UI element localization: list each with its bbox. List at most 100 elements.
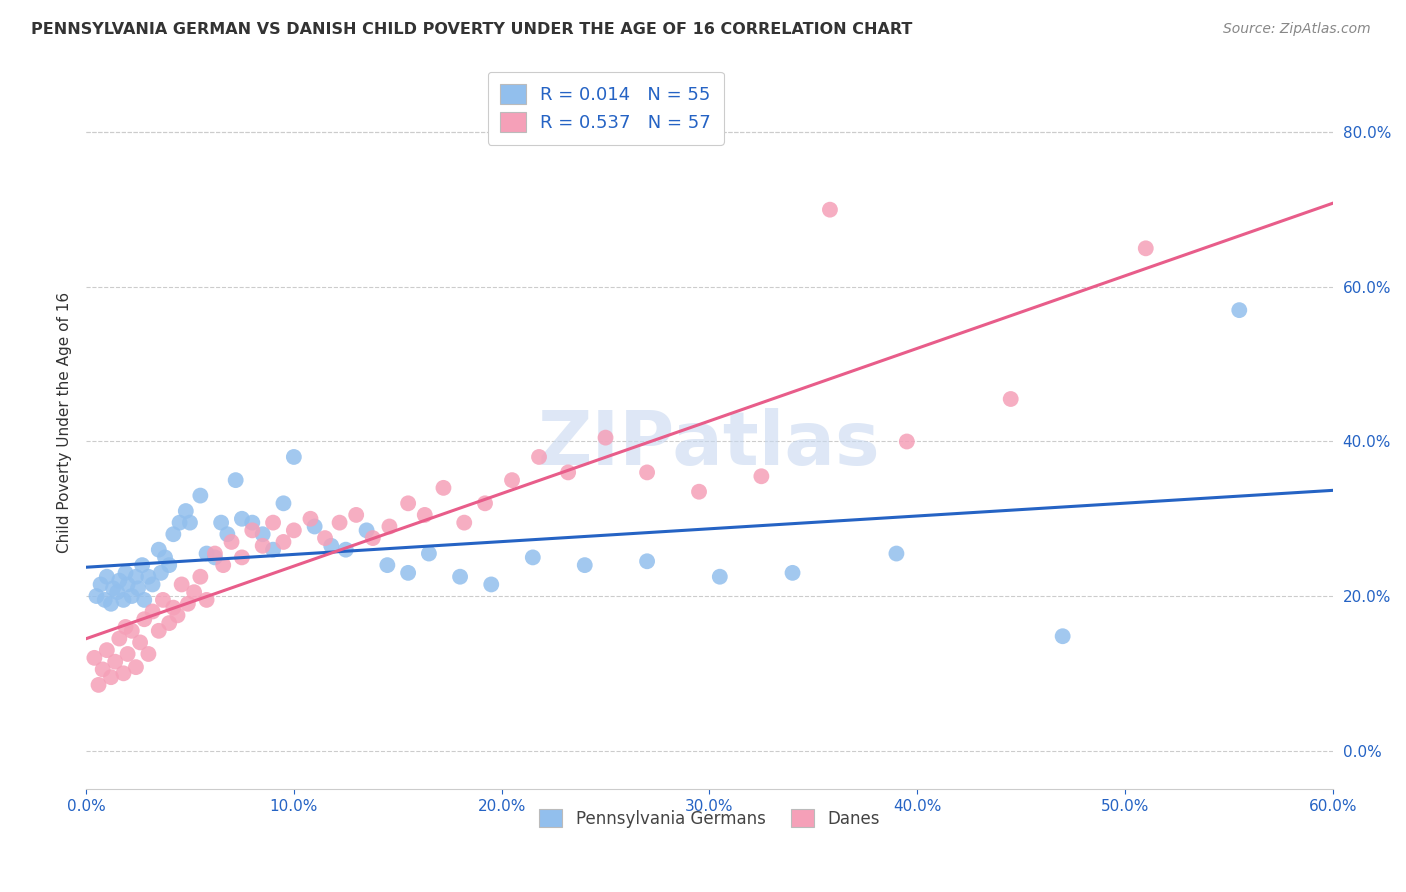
Point	[636, 466, 658, 480]
Point	[148, 542, 170, 557]
Point	[166, 608, 188, 623]
Point	[818, 202, 841, 217]
Point	[87, 678, 110, 692]
Point	[209, 516, 232, 530]
Point	[112, 666, 135, 681]
Point	[114, 566, 136, 580]
Point	[121, 589, 143, 603]
Point	[117, 577, 139, 591]
Point	[217, 527, 239, 541]
Point	[153, 550, 176, 565]
Point	[283, 524, 305, 538]
Point	[344, 508, 367, 522]
Point	[117, 647, 139, 661]
Point	[138, 647, 160, 661]
Text: Source: ZipAtlas.com: Source: ZipAtlas.com	[1223, 22, 1371, 37]
Point	[378, 519, 401, 533]
Point	[221, 535, 243, 549]
Point	[418, 547, 440, 561]
Point	[329, 516, 352, 530]
Point	[522, 550, 544, 565]
Point	[1052, 629, 1074, 643]
Point	[177, 597, 200, 611]
Point	[304, 519, 326, 533]
Point	[240, 516, 263, 530]
Point	[252, 527, 274, 541]
Point	[96, 643, 118, 657]
Point	[105, 585, 128, 599]
Point	[91, 663, 114, 677]
Point	[273, 496, 295, 510]
Point	[195, 593, 218, 607]
Point	[108, 632, 131, 646]
Point	[314, 531, 336, 545]
Text: PENNSYLVANIA GERMAN VS DANISH CHILD POVERTY UNDER THE AGE OF 16 CORRELATION CHAR: PENNSYLVANIA GERMAN VS DANISH CHILD POVE…	[31, 22, 912, 37]
Point	[134, 612, 156, 626]
Point	[449, 570, 471, 584]
Point	[104, 655, 127, 669]
Legend: Pennsylvania Germans, Danes: Pennsylvania Germans, Danes	[530, 801, 889, 836]
Point	[188, 570, 211, 584]
Point	[453, 516, 475, 530]
Point	[225, 473, 247, 487]
Point	[396, 496, 419, 510]
Point	[148, 624, 170, 638]
Point	[204, 550, 226, 565]
Point	[162, 527, 184, 541]
Point	[131, 558, 153, 573]
Text: ZIPatlas: ZIPatlas	[538, 408, 880, 481]
Point	[162, 600, 184, 615]
Point	[152, 593, 174, 607]
Point	[179, 516, 201, 530]
Point	[174, 504, 197, 518]
Point	[138, 570, 160, 584]
Point	[262, 516, 284, 530]
Point	[86, 589, 108, 603]
Point	[413, 508, 436, 522]
Point	[94, 593, 117, 607]
Point	[299, 512, 322, 526]
Point	[142, 605, 165, 619]
Point	[112, 593, 135, 607]
Point	[129, 635, 152, 649]
Point	[149, 566, 172, 580]
Point	[183, 585, 205, 599]
Point	[886, 547, 908, 561]
Point	[1135, 241, 1157, 255]
Point	[751, 469, 773, 483]
Point	[396, 566, 419, 580]
Point	[127, 582, 149, 596]
Point	[1000, 392, 1022, 406]
Point	[114, 620, 136, 634]
Point	[142, 577, 165, 591]
Y-axis label: Child Poverty Under the Age of 16: Child Poverty Under the Age of 16	[58, 292, 72, 553]
Point	[432, 481, 454, 495]
Point	[100, 597, 122, 611]
Point	[100, 670, 122, 684]
Point	[125, 660, 148, 674]
Point	[83, 651, 105, 665]
Point	[134, 593, 156, 607]
Point	[240, 524, 263, 538]
Point	[479, 577, 502, 591]
Point	[157, 558, 180, 573]
Point	[101, 582, 124, 596]
Point	[474, 496, 496, 510]
Point	[782, 566, 804, 580]
Point	[636, 554, 658, 568]
Point	[527, 450, 550, 464]
Point	[283, 450, 305, 464]
Point	[262, 542, 284, 557]
Point	[96, 570, 118, 584]
Point	[204, 547, 226, 561]
Point	[157, 616, 180, 631]
Point	[688, 484, 710, 499]
Point	[231, 512, 253, 526]
Point	[377, 558, 399, 573]
Point	[273, 535, 295, 549]
Point	[574, 558, 596, 573]
Point	[90, 577, 112, 591]
Point	[212, 558, 235, 573]
Point	[896, 434, 918, 449]
Point	[169, 516, 191, 530]
